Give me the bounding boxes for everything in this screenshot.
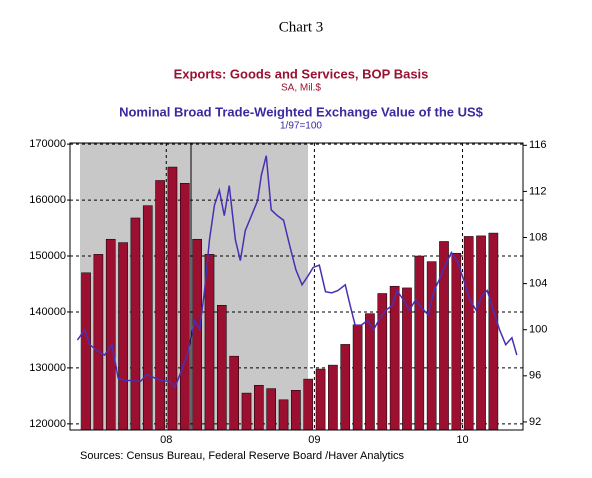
bar [81,272,91,431]
bar [179,183,190,431]
bar [278,399,289,431]
x-tick-label: 08 [160,434,172,446]
bar [204,254,215,431]
y2-tick-label: 112 [529,185,547,197]
series-title: Nominal Broad Trade-Weighted Exchange Va… [119,104,484,119]
y-tick-label: 170000 [29,138,66,150]
bar [340,344,351,431]
bar [167,166,178,431]
y2-tick-label: 108 [529,231,547,243]
y-tick-label: 140000 [29,306,66,318]
bar [118,242,128,431]
bar [192,238,202,431]
series-subtitle: 1/97=100 [280,121,322,132]
bar [315,368,326,431]
bar [217,304,227,431]
bar [93,254,104,431]
bar [155,180,165,431]
bar [352,324,363,431]
bar [463,236,474,431]
y2-tick-label: 116 [529,139,547,151]
y-tick-label: 150000 [29,250,66,262]
bar [266,388,277,431]
bar [414,255,425,431]
bar [488,232,499,431]
bar [328,364,338,431]
y2-tick-label: 104 [529,278,547,290]
x-tick-label: 09 [308,434,320,446]
bar [426,261,437,431]
bar [142,205,153,431]
bar [130,217,141,431]
bar [254,384,264,431]
y-tick-label: 160000 [29,194,66,206]
bar [229,355,239,431]
series-title: Exports: Goods and Services, BOP Basis [174,66,429,81]
y2-tick-label: 92 [529,416,541,428]
y2-tick-label: 100 [529,324,547,336]
plot-frame [69,142,524,431]
y2-tick-label: 96 [529,370,541,382]
series-subtitle: SA, Mil.$ [281,83,321,94]
y-tick-label: 130000 [29,362,66,374]
bar [476,235,486,431]
bar [241,392,252,431]
x-tick-label: 10 [456,434,468,446]
bar [451,252,462,431]
bar [105,238,116,431]
bar [291,390,301,431]
line-series [76,155,518,389]
bar [389,285,400,431]
source-note: Sources: Census Bureau, Federal Reserve … [80,450,405,462]
chart-title: Chart 3 [279,19,324,35]
y-tick-label: 120000 [29,418,66,430]
bar [365,313,375,431]
bar [303,378,314,431]
